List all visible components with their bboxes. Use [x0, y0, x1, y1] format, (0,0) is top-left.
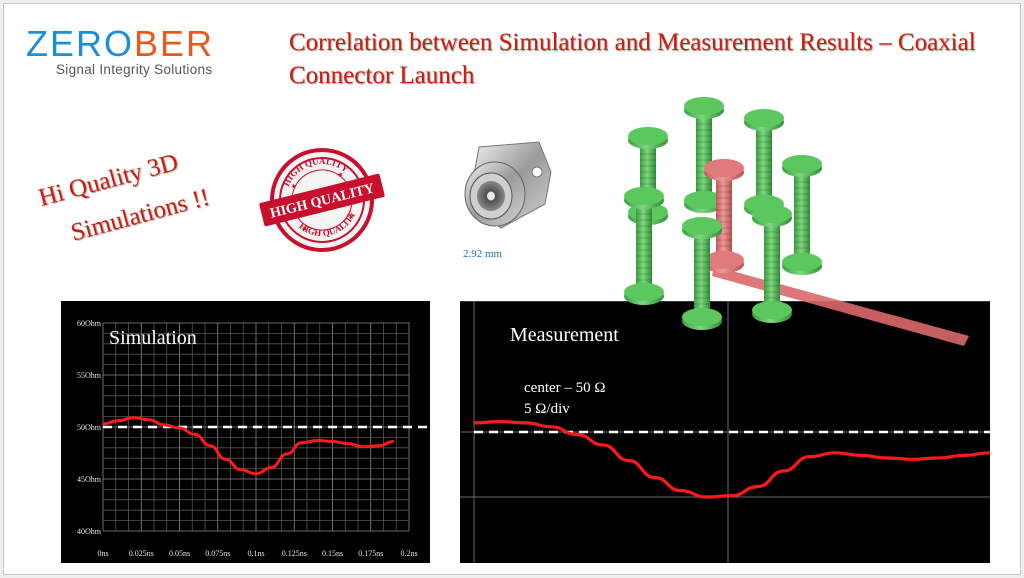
- x-tick-label: 0.05ns: [169, 549, 190, 558]
- coaxial-connector-image: [464, 141, 552, 229]
- measurement-chart-svg: Measurement center – 50 Ω 5 Ω/div: [460, 300, 991, 563]
- svg-text:★: ★: [301, 224, 309, 233]
- x-tick-label: 0.175ns: [358, 549, 383, 558]
- y-tick-label: 50Ohm: [77, 423, 102, 432]
- slide-title: Correlation between Simulation and Measu…: [289, 29, 976, 89]
- logo-wordmark: ZEROBER: [26, 24, 214, 64]
- x-tick-label: 0.025ns: [129, 549, 154, 558]
- x-tick-label: 0.075ns: [205, 549, 230, 558]
- connector-size-label: 2.92 mm: [463, 248, 503, 260]
- svg-text:★: ★: [336, 170, 344, 179]
- measurement-scale-note: 5 Ω/div: [524, 401, 570, 417]
- hi-quality-caption: Hi Quality 3D Simulations !!: [34, 136, 214, 260]
- ground-via: [682, 217, 722, 330]
- x-tick-label: 0ns: [97, 549, 108, 558]
- ground-via: [782, 155, 822, 275]
- y-tick-label: 45Ohm: [77, 475, 102, 484]
- simulation-impedance-trace: [102, 416, 394, 476]
- svg-text:★: ★: [290, 182, 298, 191]
- simulation-chart-svg: 60Ohm 55Ohm 50Ohm 45Ohm 40Ohm 0ns 0.025ns 0.05…: [77, 319, 427, 558]
- logo-word-part1: ZERO: [26, 23, 135, 64]
- measurement-chart-title: Measurement: [510, 324, 619, 346]
- ground-via: [684, 97, 724, 213]
- high-quality-stamp: HIGH QUALITY HIGH QUALITY HIGH QUALITY ★…: [259, 148, 385, 252]
- x-tick-label: 0.2ns: [400, 549, 417, 558]
- logo-word-part2: BER: [134, 23, 215, 64]
- y-tick-label: 55Ohm: [77, 371, 102, 380]
- signal-via: [704, 159, 744, 273]
- x-tick-label: 0.125ns: [282, 549, 307, 558]
- via-stack-group: [624, 97, 822, 330]
- simulation-chart: 60Ohm 55Ohm 50Ohm 45Ohm 40Ohm 0ns 0.025ns 0.05…: [61, 301, 430, 563]
- y-tick-label: 60Ohm: [77, 319, 102, 328]
- slide: ZEROBER Signal Integrity Solutions Corre…: [3, 3, 1021, 575]
- measurement-center-note: center – 50 Ω: [524, 380, 606, 396]
- 3d-via-model-image: [624, 97, 969, 346]
- ground-via: [624, 187, 664, 305]
- x-tick-label: 0.1ns: [247, 549, 264, 558]
- svg-text:★: ★: [347, 213, 355, 222]
- ground-via: [744, 109, 784, 217]
- ground-via: [752, 205, 792, 323]
- y-tick-label: 40Ohm: [77, 527, 102, 536]
- simulation-chart-title: Simulation: [109, 327, 197, 349]
- measurement-chart: Measurement center – 50 Ω 5 Ω/div: [460, 300, 991, 563]
- measurement-impedance-trace: [473, 419, 991, 499]
- x-tick-label: 0.15ns: [322, 549, 343, 558]
- logo-tagline: Signal Integrity Solutions: [56, 62, 213, 77]
